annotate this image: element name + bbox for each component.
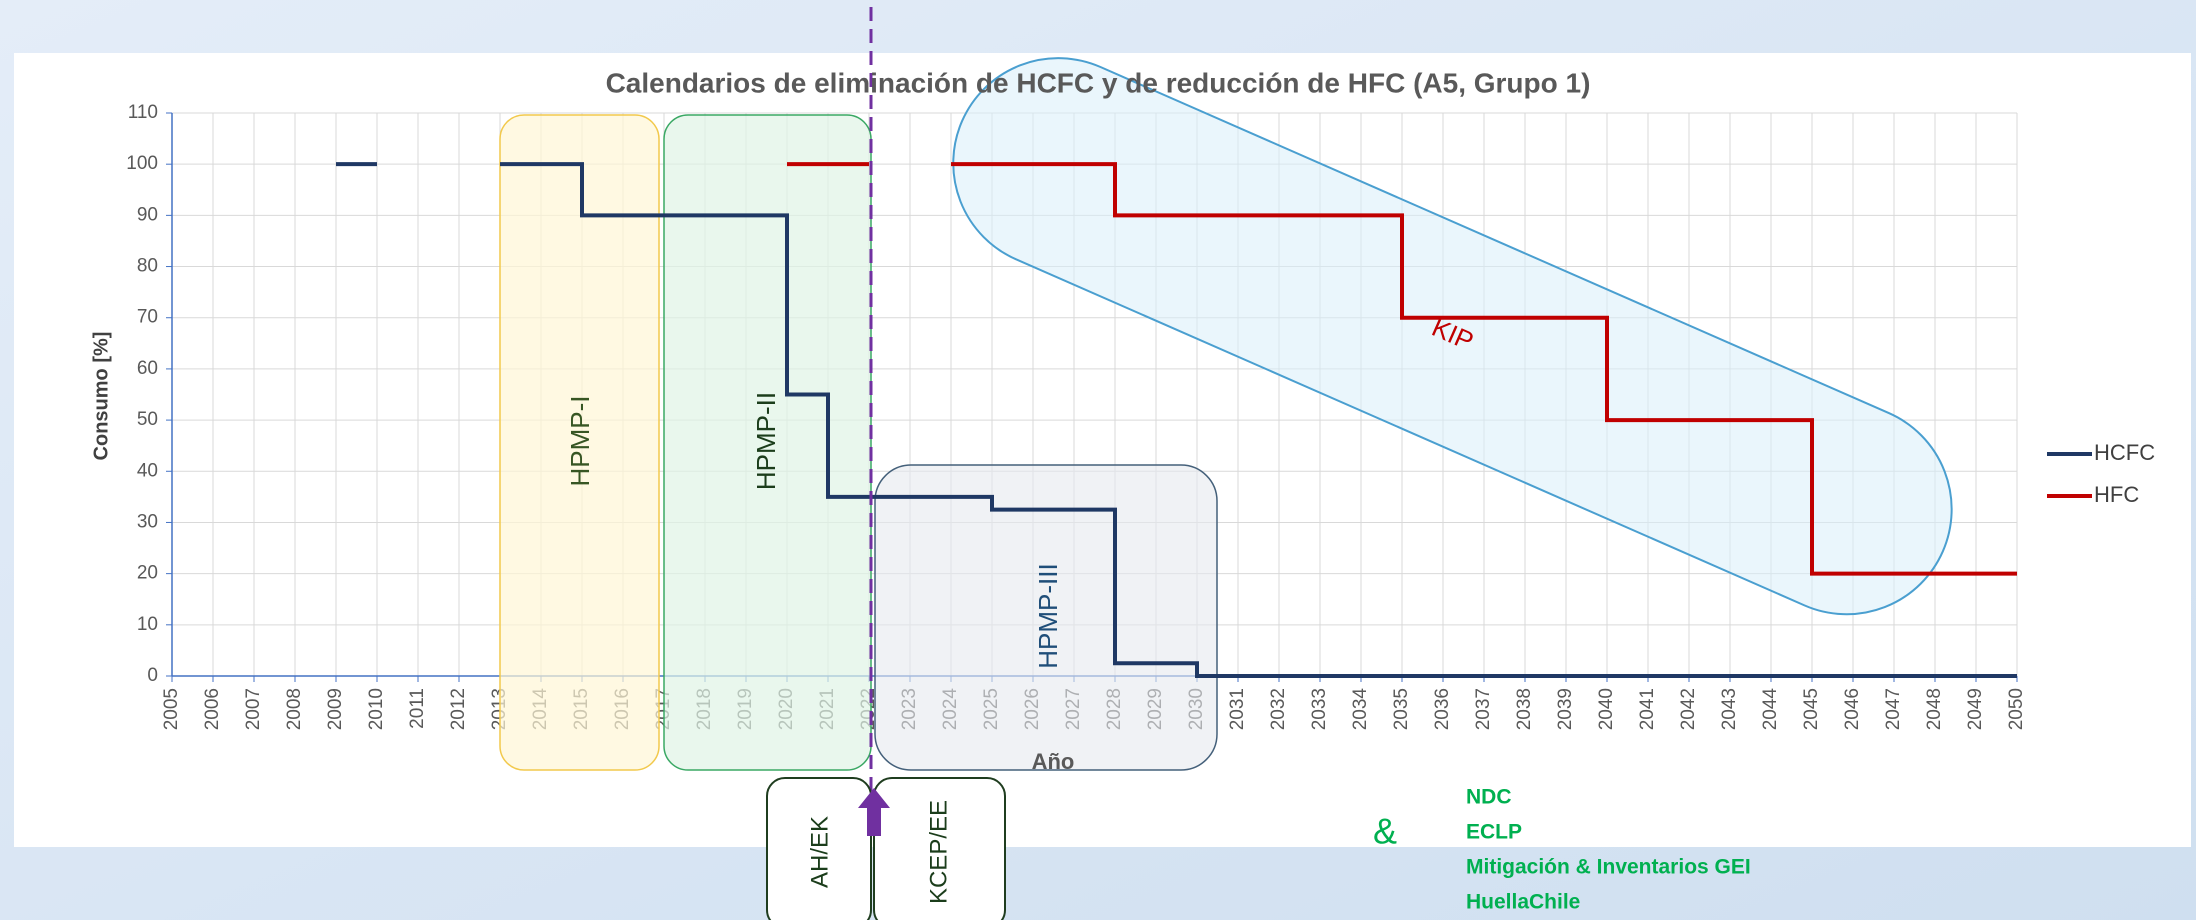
ampersand: & xyxy=(1373,811,1397,852)
series-line xyxy=(787,162,2017,576)
note-box xyxy=(766,777,872,920)
note: AH/EK xyxy=(806,816,833,888)
kip-box xyxy=(952,57,1953,616)
x-tick-label: 2050 xyxy=(2006,688,2027,730)
y-tick-label: 110 xyxy=(128,102,158,123)
note-box xyxy=(873,777,1006,920)
x-tick-label: 2005 xyxy=(161,688,182,730)
x-tick-label: 2033 xyxy=(1309,688,1330,730)
note: KCEP/EE xyxy=(925,800,952,904)
x-tick-label: 2010 xyxy=(366,688,387,730)
x-tick-label: 2044 xyxy=(1760,688,1781,731)
x-tick-label: 2035 xyxy=(1391,688,1412,730)
x-tick-label: 2042 xyxy=(1678,688,1699,730)
x-tick-label: 2032 xyxy=(1268,688,1289,730)
y-tick-label: 80 xyxy=(137,256,158,277)
x-tick-label: 2045 xyxy=(1801,688,1822,730)
x-tick-label: 2047 xyxy=(1883,688,1904,730)
x-tick-label: 2039 xyxy=(1555,688,1576,730)
chart-title: Calendarios de eliminación de HCFC y de … xyxy=(606,67,1591,98)
x-tick-label: 2048 xyxy=(1924,688,1945,730)
x-tick-label: 2041 xyxy=(1637,688,1658,730)
series-line xyxy=(336,162,2017,678)
x-tick-label: 2012 xyxy=(448,688,469,730)
plot xyxy=(336,162,2017,678)
y-tick-label: 90 xyxy=(137,204,158,225)
x-tick-label: 2049 xyxy=(1965,688,1986,730)
hpmp2-box xyxy=(663,114,872,771)
x-tick-label: 2006 xyxy=(202,688,223,730)
x-tick-label: 2040 xyxy=(1596,688,1617,730)
x-tick-label: 2036 xyxy=(1432,688,1453,730)
y-tick-label: 60 xyxy=(137,358,158,379)
y-tick-label: 50 xyxy=(137,409,158,430)
y-tick-label: 100 xyxy=(126,153,158,174)
x-tick-label: 2031 xyxy=(1227,688,1248,730)
x-axis-title: Año xyxy=(1032,749,1075,774)
legend-label: HCFC xyxy=(2094,440,2155,465)
hpmp3-box xyxy=(874,464,1218,771)
annotation: HPMP-III xyxy=(1033,563,1063,668)
y-axis-title: Consumo [%] xyxy=(90,332,112,461)
x-tick-label: 2007 xyxy=(243,688,264,730)
x-tick-label: 2008 xyxy=(284,688,305,730)
arrow xyxy=(858,788,890,836)
legend-label: HFC xyxy=(2094,482,2139,507)
program: Mitigación & Inventarios GEI xyxy=(1466,856,1751,879)
x-tick-label: 2011 xyxy=(407,688,428,729)
x-tick-label: 2037 xyxy=(1473,688,1494,730)
x-tick-label: 2038 xyxy=(1514,688,1535,730)
x-tick-label: 2009 xyxy=(325,688,346,730)
x-tick-label: 2034 xyxy=(1350,688,1371,731)
y-tick-label: 20 xyxy=(137,563,158,584)
y-tick-label: 30 xyxy=(137,511,158,532)
x-tick-label: 2043 xyxy=(1719,688,1740,730)
program: HuellaChile xyxy=(1466,891,1580,914)
program: ECLP xyxy=(1466,821,1522,844)
hpmp1-box xyxy=(499,114,660,771)
program: NDC xyxy=(1466,786,1512,809)
y-tick-label: 70 xyxy=(137,307,158,328)
annotation: HPMP-II xyxy=(751,392,781,490)
annotation: HPMP-I xyxy=(565,396,595,487)
y-tick-label: 40 xyxy=(137,460,158,481)
x-tick-label: 2046 xyxy=(1842,688,1863,730)
y-tick-label: 10 xyxy=(137,614,158,635)
y-tick-label: 0 xyxy=(147,665,158,686)
